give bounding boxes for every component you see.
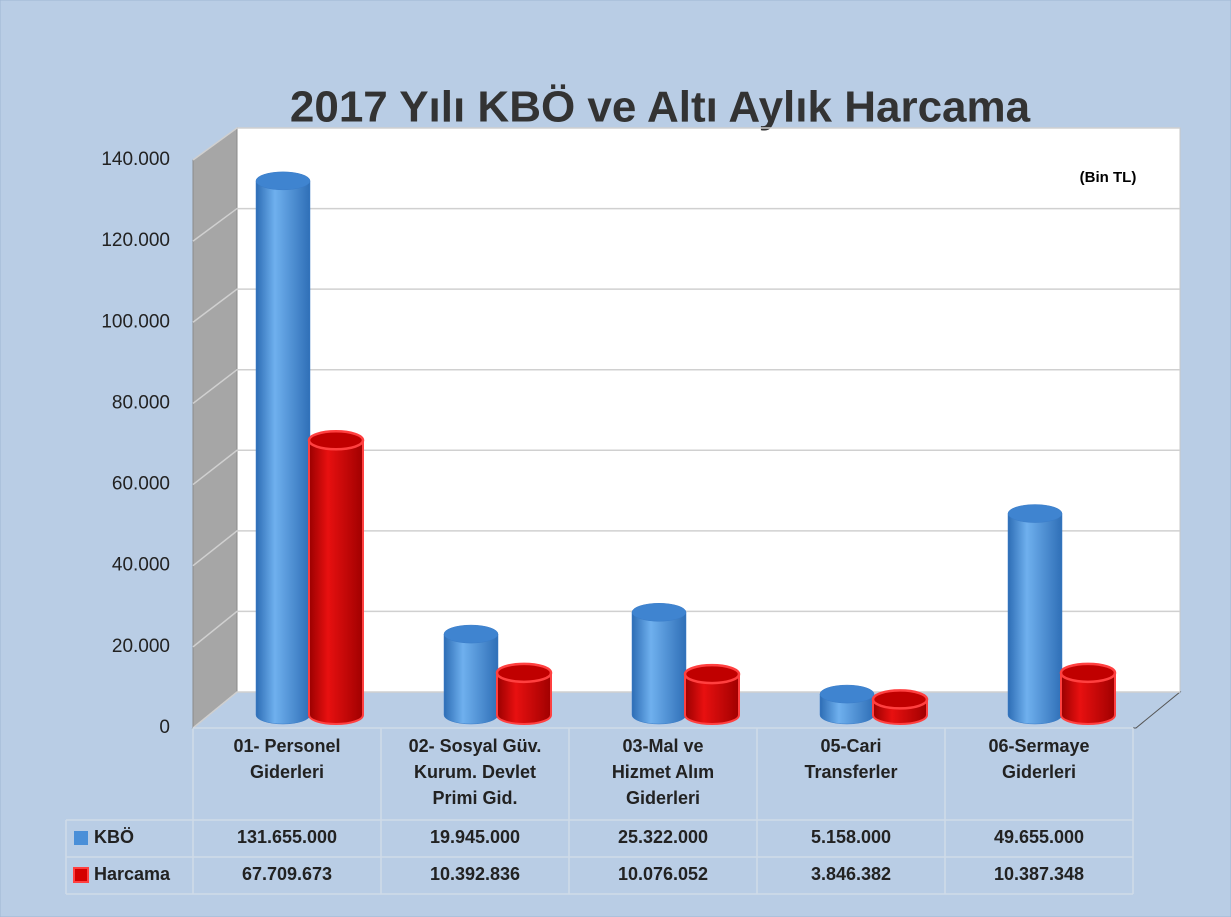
cylinder-body bbox=[631, 612, 687, 725]
y-tick-label: 120.000 bbox=[101, 230, 170, 251]
cylinder-body bbox=[443, 633, 499, 725]
y-tick-label: 60.000 bbox=[112, 474, 170, 495]
cylinder-top bbox=[255, 171, 311, 191]
cylinder-top bbox=[1007, 504, 1063, 523]
y-tick-label: 100.000 bbox=[101, 311, 170, 332]
cylinder-top bbox=[495, 662, 553, 684]
grid-line bbox=[192, 288, 1180, 323]
cylinder-top bbox=[819, 684, 875, 704]
data-label: 25.322.000 bbox=[618, 827, 708, 847]
x-tick-label: 03-Mal ve Hizmet Alım Giderleri bbox=[612, 736, 714, 808]
y-tick-label: 0 bbox=[159, 717, 170, 738]
data-label: 131.655.000 bbox=[237, 827, 337, 847]
bar bbox=[819, 684, 875, 725]
cylinder-body bbox=[684, 673, 740, 725]
y-tick-label: 140.000 bbox=[101, 149, 170, 170]
data-label: 3.846.382 bbox=[811, 864, 891, 884]
y-tick-label: 40.000 bbox=[112, 555, 170, 576]
data-label: 67.709.673 bbox=[242, 864, 332, 884]
legend-key bbox=[74, 831, 88, 845]
cylinder-body bbox=[1060, 671, 1116, 725]
grid-line bbox=[192, 449, 1180, 486]
cylinder-body bbox=[255, 180, 311, 725]
cylinder-top bbox=[1059, 662, 1117, 684]
cylinder-top bbox=[443, 624, 499, 644]
cylinder-top bbox=[683, 663, 741, 685]
unit-note: (Bin TL) bbox=[1080, 169, 1137, 186]
bar bbox=[443, 624, 499, 725]
y-tick-label: 80.000 bbox=[112, 392, 170, 413]
grid-line bbox=[192, 127, 1180, 161]
cylinder-body bbox=[496, 671, 552, 725]
data-label: 19.945.000 bbox=[430, 827, 520, 847]
x-tick-label: 02- Sosyal Güv. Kurum. Devlet Primi Gid. bbox=[409, 736, 542, 808]
bar bbox=[255, 171, 311, 725]
x-tick-label: 05-Cari Transferler bbox=[804, 736, 897, 782]
bar bbox=[1059, 662, 1117, 725]
data-label: 10.076.052 bbox=[618, 864, 708, 884]
cylinder-top bbox=[631, 603, 687, 622]
data-label: 10.392.836 bbox=[430, 864, 520, 884]
grid-line bbox=[192, 530, 1180, 567]
bar bbox=[307, 430, 365, 725]
cylinder-top bbox=[871, 689, 929, 710]
side-wall bbox=[192, 127, 238, 730]
bar bbox=[495, 662, 553, 725]
bar bbox=[631, 603, 687, 725]
cylinder-top bbox=[307, 430, 365, 451]
legend-label: KBÖ bbox=[94, 827, 134, 847]
cylinder-body bbox=[308, 439, 364, 725]
chart-title: 2017 Yılı KBÖ ve Altı Aylık Harcama bbox=[290, 83, 1031, 132]
data-label: 10.387.348 bbox=[994, 864, 1084, 884]
cylinder-body bbox=[1007, 513, 1063, 725]
legend-label: Harcama bbox=[94, 864, 171, 884]
bar bbox=[871, 689, 929, 725]
grid-line bbox=[192, 207, 1180, 242]
x-tick-label: 01- Personel Giderleri bbox=[233, 736, 340, 782]
data-label: 5.158.000 bbox=[811, 827, 891, 847]
grid-line bbox=[192, 610, 1180, 648]
grid-line bbox=[192, 368, 1180, 405]
bar bbox=[1007, 504, 1063, 725]
data-label: 49.655.000 bbox=[994, 827, 1084, 847]
bar bbox=[683, 663, 741, 725]
x-tick-label: 06-Sermaye Giderleri bbox=[988, 736, 1089, 782]
y-tick-label: 20.000 bbox=[112, 636, 170, 657]
legend-key bbox=[73, 867, 89, 883]
